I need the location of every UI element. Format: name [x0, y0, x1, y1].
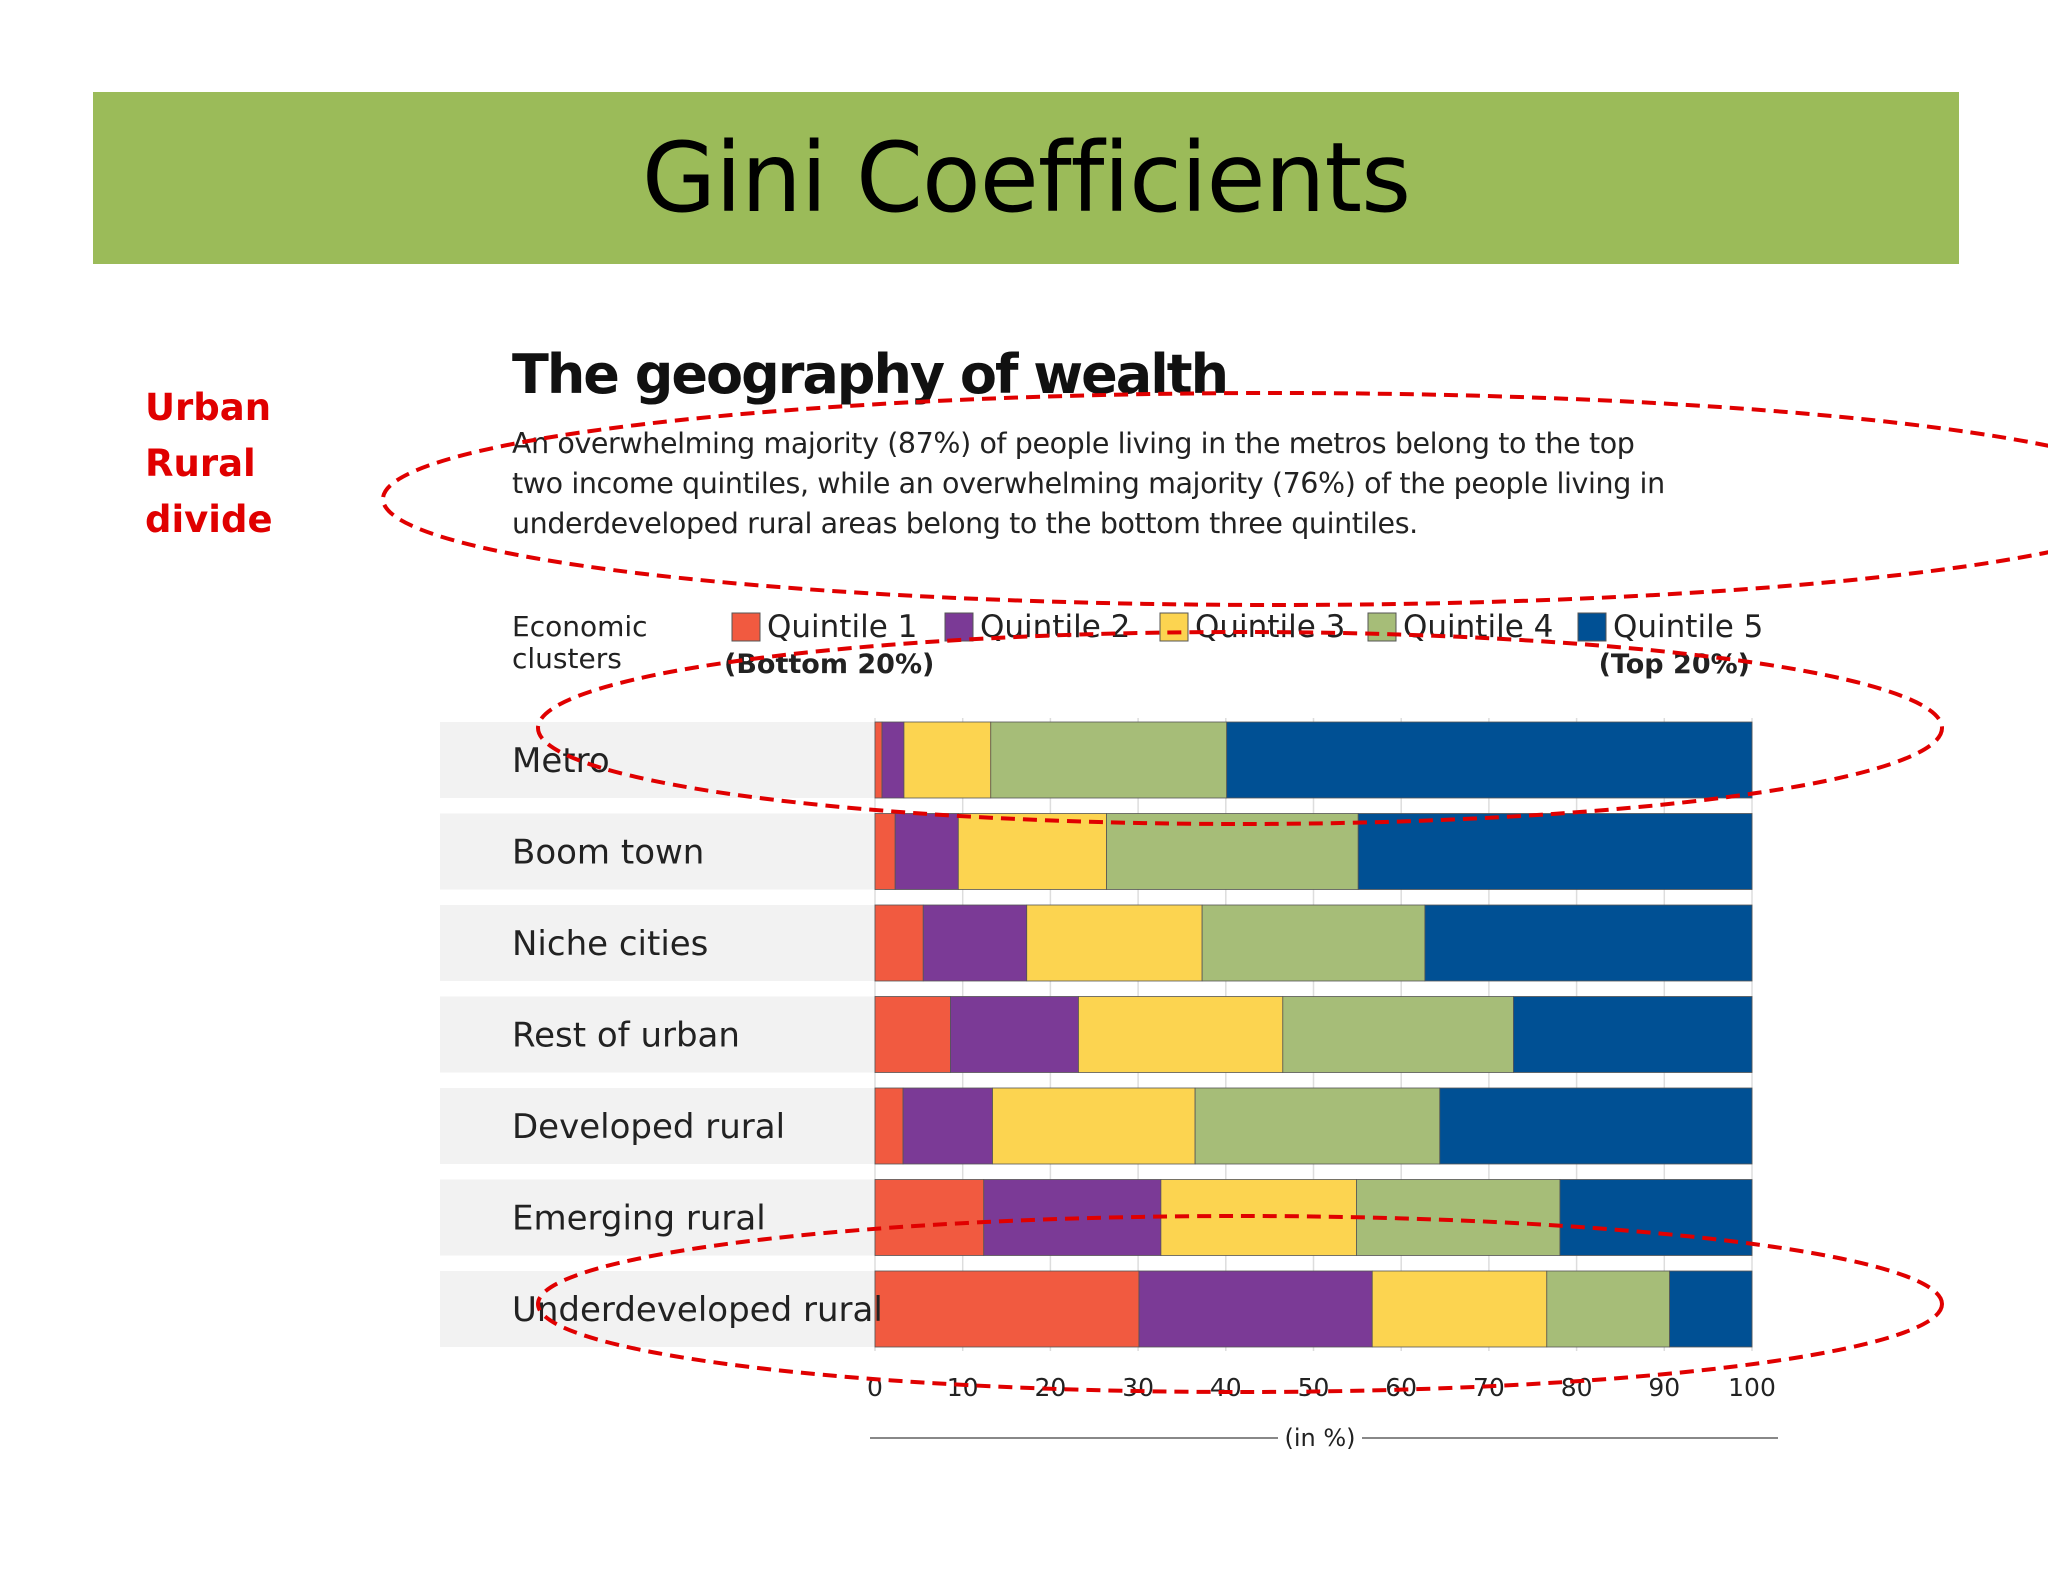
bar-segment [1078, 996, 1284, 1073]
bar-segment [903, 721, 992, 799]
legend-swatch [1159, 612, 1189, 642]
chart-subtitle: An overwhelming majority (87%) of people… [512, 427, 1665, 540]
legend-label: Quintile 3 [1195, 609, 1345, 645]
bar-segment [1226, 721, 1753, 799]
bar-segment [922, 904, 1028, 982]
bar-segment [874, 813, 896, 890]
category-label: Boom town [512, 833, 704, 873]
x-tick-label: 90 [1648, 1373, 1680, 1402]
bar-segment [874, 1179, 985, 1256]
bar-segment [1371, 1270, 1548, 1348]
x-tick-label: 40 [1210, 1373, 1242, 1402]
legend-label: Quintile 5 [1613, 609, 1763, 645]
category-label: Emerging rural [512, 1199, 766, 1239]
category-label: Underdeveloped rural [512, 1290, 883, 1330]
legend-note: (Bottom 20%) [724, 649, 934, 680]
bar-segment [874, 1087, 904, 1165]
bar-segment [990, 721, 1228, 799]
title-bar: Gini Coefficients [93, 92, 1959, 264]
row-background [440, 1088, 875, 1164]
legend-swatch [1367, 612, 1397, 642]
bar-segment [1201, 904, 1426, 982]
annotation-ellipse-underdeveloped [536, 1214, 1944, 1394]
bar-segment [1669, 1270, 1753, 1348]
bar-segment [874, 996, 951, 1073]
x-tick-label: 100 [1728, 1373, 1776, 1402]
category-label: Developed rural [512, 1107, 785, 1147]
x-tick-label: 10 [947, 1373, 979, 1402]
category-label: Metro [512, 741, 610, 781]
slide-title: Gini Coefficients [641, 122, 1411, 234]
row-background [440, 1179, 875, 1256]
bar-segment [1138, 1270, 1373, 1348]
legend-heading-line-2: clusters [512, 642, 622, 675]
bars [874, 721, 1753, 1348]
legend: Economic clusters Quintile 1 (Bottom 20%)… [512, 609, 1763, 680]
row-background [440, 1271, 875, 1347]
row-background [440, 996, 875, 1073]
annotation-ellipse-metro [536, 630, 1944, 826]
bar-segment [1546, 1270, 1670, 1348]
bar-segment [881, 721, 905, 799]
category-labels: Metro Boom town Niche cities Rest of urban D… [512, 741, 883, 1330]
side-note-line-3: divide [145, 498, 273, 541]
category-label: Niche cities [512, 924, 708, 964]
bar-segment [992, 1087, 1196, 1165]
bar-segment [1194, 1087, 1441, 1165]
bar-segment [1513, 996, 1753, 1073]
bar-segment [1357, 813, 1753, 890]
x-tick-label: 30 [1122, 1373, 1154, 1402]
bar-segment [874, 721, 883, 799]
x-axis-label: (in %) [1284, 1424, 1355, 1452]
annotations [381, 391, 2048, 1394]
row-backgrounds [440, 722, 875, 1347]
row-background [440, 722, 875, 798]
x-tick-label: 80 [1561, 1373, 1593, 1402]
bar-segment [950, 996, 1079, 1073]
legend-heading-line-1: Economic [512, 610, 648, 643]
bar-segment [1160, 1179, 1357, 1256]
bar-segment [902, 1087, 993, 1165]
bar-segment [1282, 996, 1514, 1073]
bar-segment [874, 904, 924, 982]
x-tick-label: 50 [1298, 1373, 1330, 1402]
category-label: Rest of urban [512, 1016, 740, 1056]
bar-segment [1559, 1179, 1753, 1256]
chart-title: The geography of wealth [512, 343, 1229, 406]
row-background [440, 905, 875, 981]
x-axis: (in %) 0 10 20 30 40 50 60 70 80 90 100 [867, 1373, 1778, 1452]
legend-label: Quintile 1 [767, 609, 917, 645]
side-note-line-1: Urban [145, 386, 272, 429]
row-background [440, 813, 875, 890]
bar-segment [1356, 1179, 1561, 1256]
bar-segment [1439, 1087, 1753, 1165]
legend-swatch [731, 612, 761, 642]
x-tick-label: 60 [1385, 1373, 1417, 1402]
side-note: Urban Rural divide [145, 380, 273, 548]
legend-swatch [944, 612, 974, 642]
bar-segment [1026, 904, 1203, 982]
bar-segment [957, 813, 1107, 890]
bar-segment [894, 813, 959, 890]
legend-swatch [1577, 612, 1607, 642]
side-note-line-2: Rural [145, 442, 256, 485]
annotation-ellipse-subtitle [381, 391, 2048, 607]
bar-segment [874, 1270, 1140, 1348]
bar-segment [1424, 904, 1753, 982]
bar-segment [1106, 813, 1359, 890]
